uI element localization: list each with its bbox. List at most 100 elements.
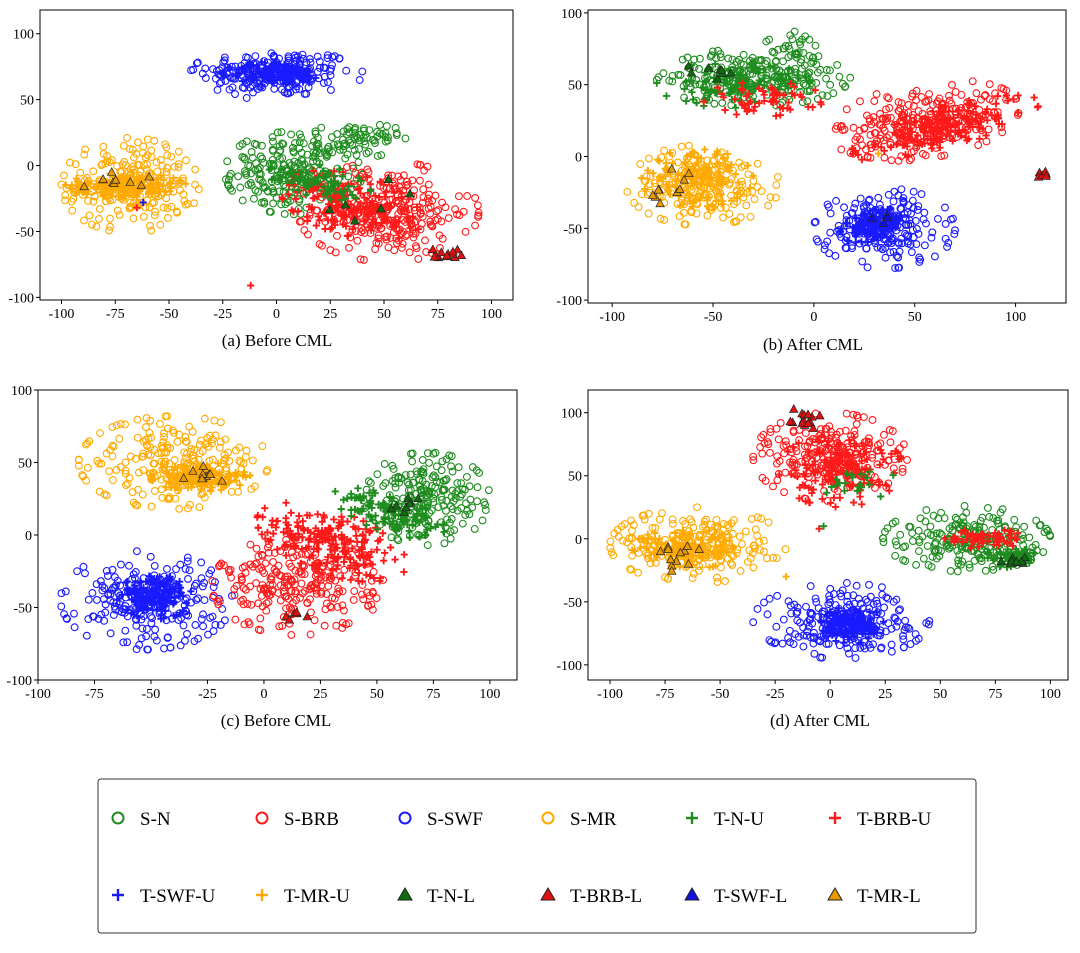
point-s-brb [286, 575, 295, 584]
point-t-mr-u [189, 474, 197, 482]
point-s-n [447, 515, 456, 523]
point-t-brb-u [288, 206, 296, 214]
point-s-brb [296, 593, 304, 602]
point-t-brb-u [349, 523, 358, 531]
point-t-mr-u [165, 479, 174, 487]
scatter-panel-3: -100 -75 -50 -25 0 25 50 75 100-100-50050100(c) … [6, 384, 518, 730]
point-s-swf [875, 200, 884, 209]
point-s-mr [141, 153, 150, 162]
point-s-swf [941, 219, 950, 228]
point-s-swf [242, 94, 251, 102]
point-s-brb [423, 194, 432, 203]
point-s-mr [162, 143, 171, 152]
point-t-brb-u [998, 120, 1006, 128]
point-s-n [244, 180, 253, 189]
point-t-mr-u [84, 187, 92, 196]
x-tick-label: -100 [599, 310, 625, 325]
point-t-brb-u [323, 559, 331, 567]
point-s-swf [881, 253, 890, 262]
point-t-n-u [268, 176, 276, 184]
point-s-swf [183, 557, 192, 566]
point-s-mr [163, 424, 172, 433]
point-t-mr-u [132, 177, 140, 185]
point-s-brb [415, 176, 424, 185]
point-t-n-u [347, 490, 355, 498]
point-s-brb [885, 131, 894, 140]
scatter-points [57, 412, 493, 654]
point-s-brb [779, 441, 788, 450]
point-t-mr-u [666, 149, 674, 157]
point-s-swf [97, 610, 106, 619]
point-t-swf-u [131, 611, 139, 619]
point-s-swf [129, 570, 138, 579]
point-s-swf [950, 230, 959, 238]
point-s-n [223, 157, 232, 166]
point-s-n [387, 533, 396, 542]
point-t-brb-u [268, 521, 276, 529]
point-s-mr [211, 431, 220, 440]
point-t-brb-u [949, 114, 958, 122]
point-t-brb-u [287, 509, 295, 517]
point-s-mr [163, 204, 172, 213]
point-s-n [391, 123, 400, 132]
point-t-brb-u [405, 217, 413, 226]
point-t-mr-u [688, 203, 696, 211]
point-s-n [473, 483, 482, 492]
point-t-swf-u [123, 606, 131, 614]
point-t-mr-u [697, 174, 705, 182]
point-s-brb [895, 107, 903, 116]
point-s-swf [220, 616, 229, 625]
point-t-brb-l [452, 244, 463, 254]
point-t-n-u [410, 513, 418, 522]
point-t-mr-u [236, 481, 244, 489]
point-s-n [437, 495, 446, 504]
point-t-swf-u [312, 74, 320, 82]
point-t-swf-u [123, 586, 131, 594]
x-tick-label: 100 [1005, 310, 1026, 325]
point-s-swf [218, 605, 227, 613]
point-t-n-l [716, 65, 727, 74]
point-t-mr-l [675, 184, 685, 193]
point-t-brb-u [282, 525, 291, 533]
point-t-mr-u [90, 183, 98, 191]
point-t-brb-u [931, 114, 939, 123]
point-s-mr [644, 209, 653, 218]
point-t-mr-l [144, 171, 154, 181]
point-s-brb [444, 214, 453, 223]
point-s-n [792, 53, 801, 62]
point-s-mr [143, 135, 152, 144]
point-s-swf [912, 224, 921, 233]
point-t-n-u [302, 183, 311, 191]
point-t-swf-u [854, 223, 862, 231]
point-s-mr [103, 151, 111, 160]
point-s-n [324, 142, 333, 151]
point-t-brb-u [750, 107, 758, 115]
point-t-swf-u [273, 61, 281, 69]
point-s-n [373, 127, 382, 136]
point-t-brb-u [297, 559, 305, 567]
x-tick-label: -100 [49, 307, 75, 322]
point-s-brb [842, 409, 851, 418]
point-s-n [786, 31, 795, 40]
point-s-n [781, 41, 790, 50]
point-s-n [765, 35, 774, 44]
point-s-n [822, 74, 830, 83]
point-s-mr [95, 205, 104, 213]
point-t-brb-u [379, 529, 387, 537]
point-s-mr [150, 211, 159, 220]
point-s-n [415, 475, 423, 484]
point-t-brb-u [356, 189, 365, 198]
point-t-brb-u [988, 111, 996, 119]
point-s-swf [102, 566, 111, 575]
point-s-swf [920, 208, 929, 217]
point-s-brb [419, 185, 428, 194]
point-s-brb [879, 430, 888, 439]
point-s-mr [83, 463, 92, 472]
point-s-mr [160, 448, 169, 457]
point-s-mr [163, 151, 172, 160]
point-t-brb-u [319, 531, 327, 539]
point-s-n [351, 124, 360, 132]
point-s-brb [904, 100, 913, 109]
point-t-brb-u [335, 522, 343, 530]
